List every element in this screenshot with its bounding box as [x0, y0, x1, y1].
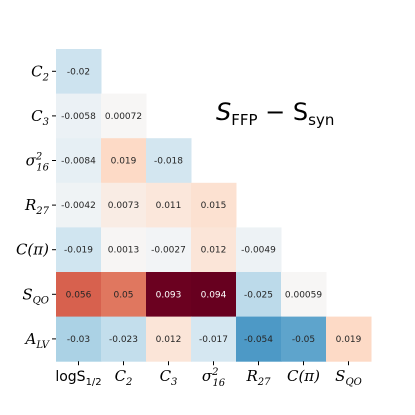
heatmap-cell [56, 138, 102, 184]
heatmap-cell [101, 182, 147, 228]
heatmap-cell [146, 227, 192, 273]
cell-value-label: 0.056 [66, 290, 92, 300]
y-tick-label: C3 [31, 107, 49, 128]
cell-value-label: 0.0073 [108, 201, 140, 211]
y-tick-label: C(π) [16, 241, 49, 259]
heatmap-cell [236, 227, 282, 273]
cell-value-label: 0.012 [156, 335, 182, 345]
heatmap-cell [56, 49, 102, 95]
cell-value-label: 0.012 [201, 246, 227, 256]
heatmap-cell [56, 316, 102, 362]
x-tick-label: logS1/2 [55, 369, 101, 388]
heatmap-cell [281, 272, 327, 318]
cell-value-label: 0.094 [201, 290, 227, 300]
cell-value-label: 0.0013 [108, 246, 140, 256]
heatmap-cell [326, 316, 372, 362]
heatmap-cell [146, 272, 192, 318]
heatmap-cell [191, 316, 237, 362]
heatmap-cell [101, 138, 147, 184]
cell-value-label: -0.0084 [61, 157, 96, 167]
heatmap-cell [56, 272, 102, 318]
cell-value-label: -0.019 [64, 246, 93, 256]
x-tick-label: C3 [160, 367, 178, 388]
x-tick-label: C2 [115, 367, 133, 388]
cell-value-label: 0.019 [111, 157, 137, 167]
cell-value-label: -0.0042 [61, 201, 96, 211]
y-tick-label: SQO [22, 285, 49, 306]
x-tick-label: R27 [245, 367, 271, 388]
cell-value-label: -0.054 [244, 335, 273, 345]
cell-value-label: -0.0058 [61, 112, 96, 122]
cell-value-label: -0.02 [67, 67, 90, 77]
heatmap-cell [281, 316, 327, 362]
cell-value-label: 0.00072 [105, 112, 142, 122]
cell-value-label: -0.017 [199, 335, 228, 345]
x-tick-label: SQO [335, 367, 362, 388]
x-tick-label: σ2 16 [202, 367, 226, 389]
heatmap-cell [101, 316, 147, 362]
y-tick-label: ALV [23, 330, 50, 351]
y-tick-label: σ2 16 [26, 152, 50, 174]
heatmap-cell [146, 182, 192, 228]
heatmap-cell [236, 272, 282, 318]
heatmap-cell [101, 93, 147, 139]
heatmap-cell [146, 316, 192, 362]
cell-value-label: 0.00059 [285, 290, 322, 300]
y-tick-label: C2 [31, 62, 49, 83]
cell-value-label: -0.018 [154, 157, 183, 167]
cell-value-label: -0.05 [292, 335, 315, 345]
cell-value-label: -0.0049 [241, 246, 276, 256]
y-tick-label: R27 [24, 196, 50, 217]
cell-value-label: 0.093 [156, 290, 182, 300]
heatmap-cell [56, 93, 102, 139]
row-labels: C2 C3 σ2 16 R27 C(π) SQO ALV [16, 62, 56, 351]
column-labels: logS1/2 C2 C3 σ2 16 R27 C(π) SQO [55, 361, 362, 389]
chart-title: SFFP − Ssyn [216, 98, 334, 129]
heatmap-cell [191, 227, 237, 273]
heatmap-cell [56, 227, 102, 273]
heatmap-cell [146, 138, 192, 184]
cell-value-label: -0.03 [67, 335, 90, 345]
heatmap-cell [101, 227, 147, 273]
cell-value-label: -0.025 [244, 290, 273, 300]
cell-value-label: -0.0027 [151, 246, 186, 256]
cell-value-label: 0.019 [336, 335, 362, 345]
heatmap-cell [236, 316, 282, 362]
cell-value-label: 0.05 [113, 290, 133, 300]
cell-value-label: -0.023 [109, 335, 138, 345]
cell-value-label: 0.015 [201, 201, 227, 211]
heatmap-cell [101, 272, 147, 318]
x-tick-label: C(π) [287, 367, 320, 385]
heatmap-cell [191, 182, 237, 228]
heatmap-cells: -0.02 -0.0058 0.00072 -0.0084 0.019 -0.018 -0.… [56, 49, 372, 362]
heatmap-cell [191, 272, 237, 318]
cell-value-label: 0.011 [156, 201, 182, 211]
heatmap-cell [56, 182, 102, 228]
